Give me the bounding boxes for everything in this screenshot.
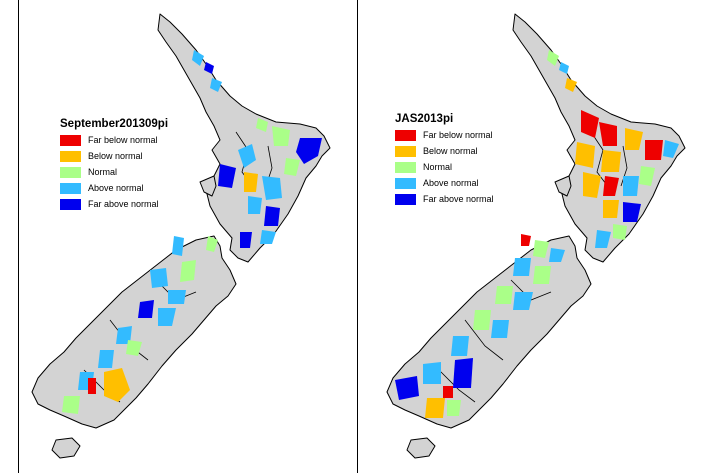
legend-item-far-below: Far below normal <box>60 132 168 148</box>
legend-label: Below normal <box>423 146 478 156</box>
swatch-above <box>60 182 81 194</box>
legend-item-above: Above normal <box>395 175 494 191</box>
legend-title: JAS2013pi <box>395 113 454 125</box>
legend-title: September201309pi <box>60 118 169 130</box>
swatch-normal <box>60 166 81 178</box>
legend-label: Above normal <box>423 178 479 188</box>
legend-label: Far above normal <box>88 199 159 209</box>
swatch-far-below <box>395 129 416 141</box>
frame-left-border <box>18 0 19 473</box>
legend-label: Above normal <box>88 183 144 193</box>
south-island <box>31 235 237 429</box>
legend-jas: JAS2013pi Far below normal Below normal … <box>395 113 494 207</box>
legend-item-far-above: Far above normal <box>395 191 494 207</box>
legend-label: Far above normal <box>423 194 494 204</box>
taranaki <box>554 175 572 197</box>
legend-item-below: Below normal <box>60 148 168 164</box>
map-panel-september: September201309pi Far below normal Below… <box>18 0 331 473</box>
map-panel-jas: JAS2013pi Far below normal Below normal … <box>355 0 710 473</box>
north-island <box>157 13 331 263</box>
legend-item-far-below: Far below normal <box>395 127 494 143</box>
stewart-island <box>406 437 436 459</box>
legend-item-far-above: Far above normal <box>60 196 168 212</box>
legend-item-normal: Normal <box>395 159 494 175</box>
legend-label: Below normal <box>88 151 143 161</box>
legend-label: Far below normal <box>88 135 158 145</box>
legend-label: Far below normal <box>423 130 493 140</box>
stewart-island <box>51 437 81 459</box>
new-zealand-map-jas <box>386 13 686 459</box>
swatch-below <box>395 145 416 157</box>
swatch-normal <box>395 161 416 173</box>
legend-label: Normal <box>88 167 118 177</box>
new-zealand-map-september <box>31 13 331 459</box>
swatch-far-above <box>395 193 416 205</box>
taranaki <box>199 175 217 197</box>
swatch-below <box>60 150 81 162</box>
south-island <box>386 235 592 429</box>
legend-item-below: Below normal <box>395 143 494 159</box>
legend-item-normal: Normal <box>60 164 168 180</box>
swatch-far-below <box>60 134 81 146</box>
north-island <box>512 13 686 263</box>
legend-september: September201309pi Far below normal Below… <box>60 118 168 212</box>
swatch-above <box>395 177 416 189</box>
legend-item-above: Above normal <box>60 180 168 196</box>
legend-label: Normal <box>423 162 453 172</box>
swatch-far-above <box>60 198 81 210</box>
frame-left-border <box>357 0 358 473</box>
